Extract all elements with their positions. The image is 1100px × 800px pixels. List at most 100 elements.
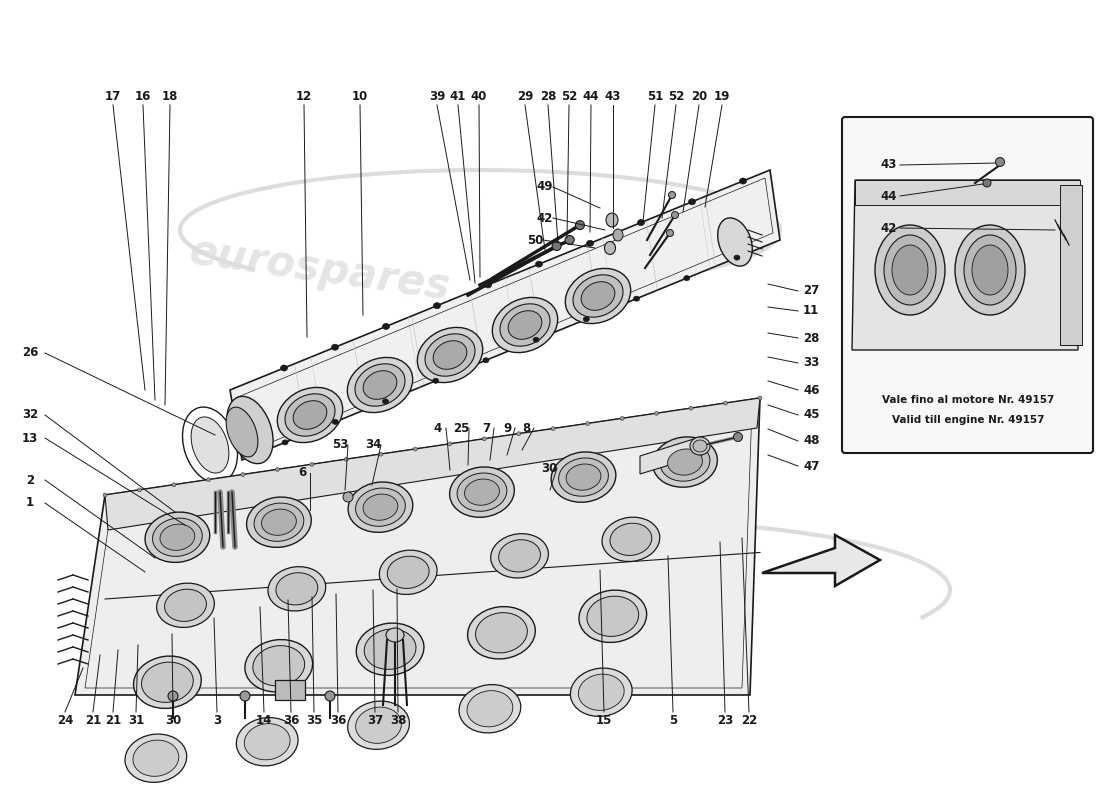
Ellipse shape — [275, 467, 279, 471]
Ellipse shape — [475, 613, 527, 653]
Text: 21: 21 — [85, 714, 101, 726]
Text: 23: 23 — [717, 714, 733, 726]
Ellipse shape — [262, 509, 296, 535]
Text: 18: 18 — [162, 90, 178, 103]
Text: 31: 31 — [128, 714, 144, 726]
Ellipse shape — [282, 440, 288, 445]
Ellipse shape — [277, 387, 343, 442]
Ellipse shape — [414, 447, 417, 451]
Ellipse shape — [536, 261, 542, 267]
Ellipse shape — [276, 573, 318, 605]
Polygon shape — [1060, 185, 1082, 345]
Ellipse shape — [566, 464, 601, 490]
Ellipse shape — [586, 240, 594, 246]
Polygon shape — [640, 437, 702, 474]
Polygon shape — [852, 180, 1080, 350]
Ellipse shape — [348, 701, 409, 750]
Text: 10: 10 — [352, 90, 368, 103]
Ellipse shape — [236, 718, 298, 766]
Ellipse shape — [605, 242, 616, 254]
Ellipse shape — [587, 596, 639, 637]
Ellipse shape — [355, 707, 402, 743]
Ellipse shape — [620, 417, 624, 421]
Text: 53: 53 — [332, 438, 349, 451]
Text: 5: 5 — [669, 714, 678, 726]
Text: 6: 6 — [298, 466, 306, 479]
Text: 43: 43 — [605, 90, 621, 103]
Ellipse shape — [534, 338, 539, 342]
Text: 39: 39 — [429, 90, 446, 103]
Text: 34: 34 — [365, 438, 382, 451]
Ellipse shape — [654, 411, 659, 415]
Ellipse shape — [638, 219, 645, 226]
Ellipse shape — [448, 442, 452, 446]
Text: 42: 42 — [537, 211, 553, 225]
Text: 45: 45 — [803, 409, 820, 422]
Text: 33: 33 — [803, 357, 820, 370]
Text: 1: 1 — [26, 497, 34, 510]
Ellipse shape — [575, 221, 584, 230]
Ellipse shape — [432, 378, 439, 383]
Ellipse shape — [667, 230, 673, 237]
Ellipse shape — [383, 323, 389, 330]
Polygon shape — [104, 398, 760, 530]
Ellipse shape — [355, 364, 405, 406]
Ellipse shape — [363, 494, 398, 520]
Ellipse shape — [724, 401, 727, 405]
Ellipse shape — [551, 452, 616, 502]
Text: 7: 7 — [482, 422, 491, 434]
Ellipse shape — [332, 419, 339, 424]
Ellipse shape — [671, 211, 679, 218]
Text: 52: 52 — [668, 90, 684, 103]
Ellipse shape — [491, 534, 549, 578]
Ellipse shape — [500, 304, 550, 346]
Text: 48: 48 — [803, 434, 820, 447]
Ellipse shape — [484, 282, 492, 288]
Text: 37: 37 — [367, 714, 383, 726]
Ellipse shape — [684, 276, 690, 281]
Text: 44: 44 — [583, 90, 600, 103]
Ellipse shape — [874, 225, 945, 315]
Text: 36: 36 — [283, 714, 299, 726]
Ellipse shape — [964, 235, 1016, 305]
Ellipse shape — [364, 629, 416, 670]
Text: 30: 30 — [541, 462, 557, 474]
Ellipse shape — [285, 394, 336, 436]
Ellipse shape — [191, 417, 229, 473]
Polygon shape — [275, 680, 305, 700]
Text: 36: 36 — [330, 714, 346, 726]
Ellipse shape — [552, 242, 561, 250]
Ellipse shape — [571, 668, 632, 717]
Polygon shape — [762, 535, 880, 586]
Ellipse shape — [606, 213, 618, 227]
Text: 15: 15 — [596, 714, 613, 726]
Ellipse shape — [652, 437, 717, 487]
Ellipse shape — [241, 473, 245, 477]
Text: 40: 40 — [471, 90, 487, 103]
Ellipse shape — [565, 269, 630, 323]
Ellipse shape — [142, 662, 194, 702]
Text: 29: 29 — [517, 90, 534, 103]
Ellipse shape — [508, 310, 542, 339]
Text: 41: 41 — [450, 90, 466, 103]
Ellipse shape — [689, 198, 695, 205]
Ellipse shape — [585, 422, 590, 426]
Ellipse shape — [583, 317, 590, 322]
Text: 3: 3 — [213, 714, 221, 726]
Ellipse shape — [996, 158, 1004, 166]
Text: 28: 28 — [803, 331, 820, 345]
Text: 9: 9 — [503, 422, 512, 434]
Text: 28: 28 — [540, 90, 557, 103]
Ellipse shape — [348, 482, 412, 532]
Ellipse shape — [344, 458, 349, 462]
Ellipse shape — [254, 503, 304, 542]
Ellipse shape — [103, 493, 107, 497]
Ellipse shape — [660, 443, 710, 481]
Ellipse shape — [565, 235, 574, 245]
Polygon shape — [855, 180, 1080, 205]
Ellipse shape — [160, 524, 195, 550]
Text: 44: 44 — [880, 190, 896, 202]
Text: 50: 50 — [527, 234, 543, 246]
FancyBboxPatch shape — [842, 117, 1093, 453]
Ellipse shape — [468, 690, 513, 727]
